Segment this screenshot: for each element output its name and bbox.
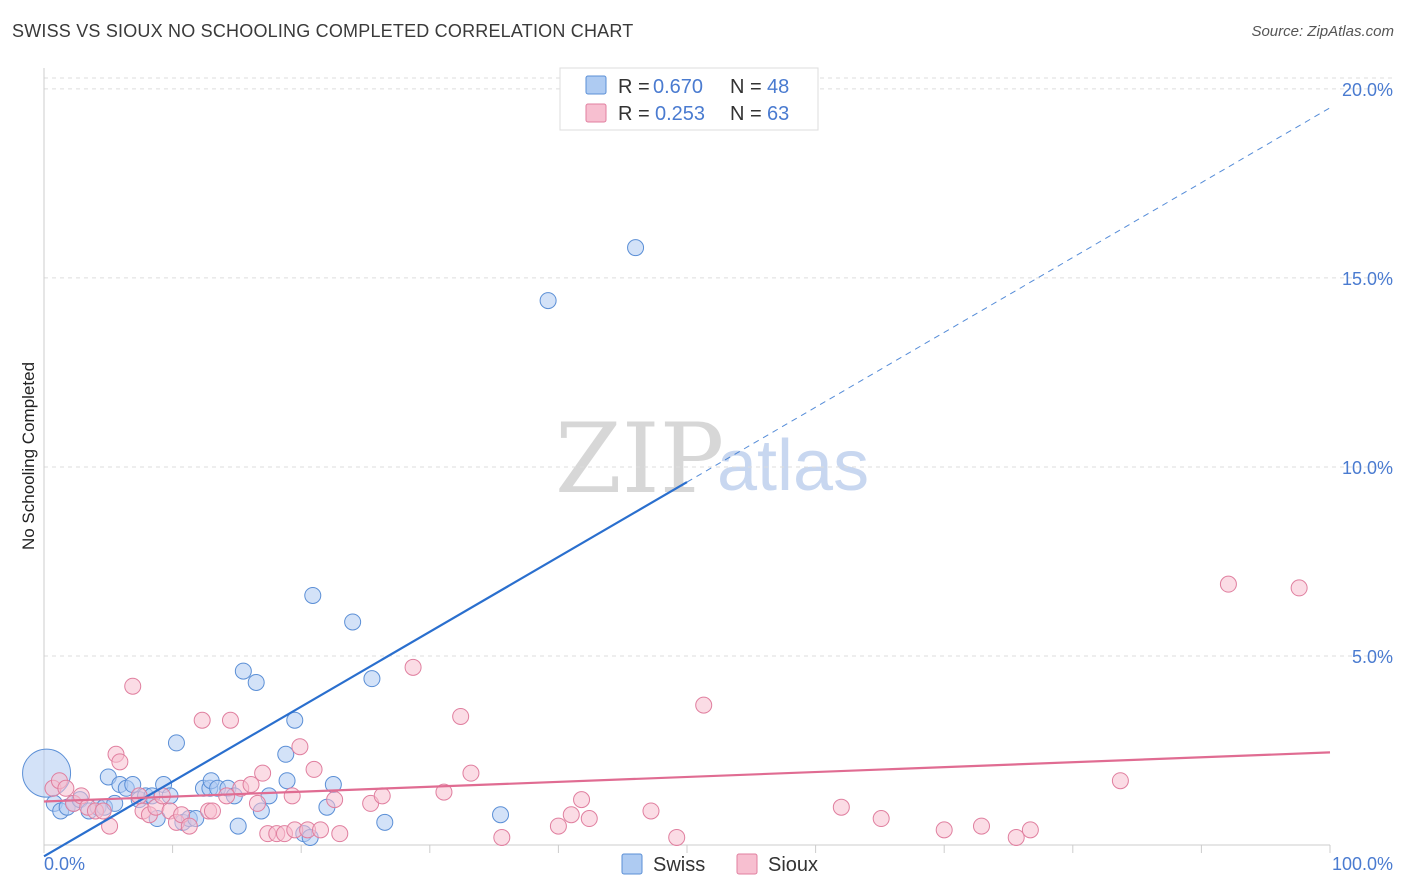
sioux-point [1111,772,1129,790]
watermark-atlas: atlas [717,426,869,506]
swiss-point [344,613,362,631]
legend-sioux-n-value: 63 [767,103,789,125]
swiss-point [363,670,381,688]
swiss-trend-extension [686,107,1331,483]
sioux-point [404,658,422,676]
y-tick-label: 10.0% [1342,458,1393,478]
sioux-point [549,817,567,835]
sioux-point [124,677,142,695]
sioux-trend-line [43,751,1331,803]
axes [43,68,1331,853]
sioux-point [283,787,301,805]
sioux-point [832,798,850,816]
swiss-point [277,745,295,763]
legend-sioux-r-label: R = [618,103,650,125]
trend-lines [43,107,1331,858]
sioux-point [935,821,953,839]
chart-title: SWISS VS SIOUX NO SCHOOLING COMPLETED CO… [12,21,634,41]
y-axis-label: No Schooling Completed [19,362,38,550]
sioux-point [562,806,580,824]
legend-swiss-r-value: 0.670 [653,76,703,98]
gridlines [44,77,1394,657]
sioux-point [668,828,686,846]
sioux-point [695,696,713,714]
swiss-point [376,813,394,831]
sioux-point [311,821,329,839]
y-tick-label: 5.0% [1352,647,1393,667]
legend-swiss-n-value: 48 [767,76,789,98]
sioux-point [193,711,211,729]
swiss-point [627,239,645,257]
sioux-point [573,791,591,809]
sioux-point [1007,828,1025,846]
sioux-point [462,764,480,782]
sioux-point [435,783,453,801]
x-tick-label: 100.0% [1332,854,1393,874]
sioux-point [580,810,598,828]
swiss-point [278,772,296,790]
sioux-point [254,764,272,782]
sioux-point [1021,821,1039,839]
legend-swatch-sioux [585,103,607,123]
sioux-point [248,794,266,812]
data-points [22,239,1308,846]
sioux-point [373,787,391,805]
swiss-point [167,734,185,752]
sioux-point [1290,579,1308,597]
correlation-legend: R = 0.670 N = 48 R = 0.253 N = 63 [559,67,819,131]
watermark-zip: ZIP [555,403,724,515]
y-tick-label: 15.0% [1342,269,1393,289]
swiss-point [492,806,510,824]
swiss-point [304,586,322,604]
legend-sioux-n-label: N = [730,103,762,125]
tick-labels: 5.0% 10.0% 15.0% 20.0% 0.0% 100.0% [44,80,1393,874]
sioux-point [972,817,990,835]
sioux-point [94,802,112,820]
sioux-point [305,760,323,778]
sioux-point [111,753,129,771]
bottom-legend-swatch-swiss [621,853,643,875]
swiss-trend-line [43,481,688,858]
sioux-point [493,828,511,846]
swiss-point [229,817,247,835]
sioux-point [331,825,349,843]
series-legend: Swiss Sioux [621,853,818,876]
legend-swiss-n-label: N = [730,76,762,98]
sioux-point [642,802,660,820]
legend-swatch-swiss [585,75,607,95]
sioux-point [872,810,890,828]
bottom-legend-label-swiss: Swiss [653,854,705,876]
legend-swiss-r-label: R = [618,76,650,98]
y-tick-label: 20.0% [1342,80,1393,100]
sioux-point [1219,575,1237,593]
swiss-point [286,711,304,729]
sioux-point [291,738,309,756]
sioux-point [180,817,198,835]
bottom-legend-label-sioux: Sioux [768,854,818,876]
swiss-point [247,673,265,691]
sioux-point [203,802,221,820]
sioux-point [221,711,239,729]
sioux-point [452,707,470,725]
swiss-point [539,292,557,310]
legend-sioux-r-value: 0.253 [655,103,705,125]
x-tick-label: 0.0% [44,854,85,874]
sioux-point [57,779,75,797]
bottom-legend-swatch-sioux [736,853,758,875]
source-credit: Source: ZipAtlas.com [1251,23,1394,40]
sioux-point [326,791,344,809]
swiss-point [234,662,252,680]
